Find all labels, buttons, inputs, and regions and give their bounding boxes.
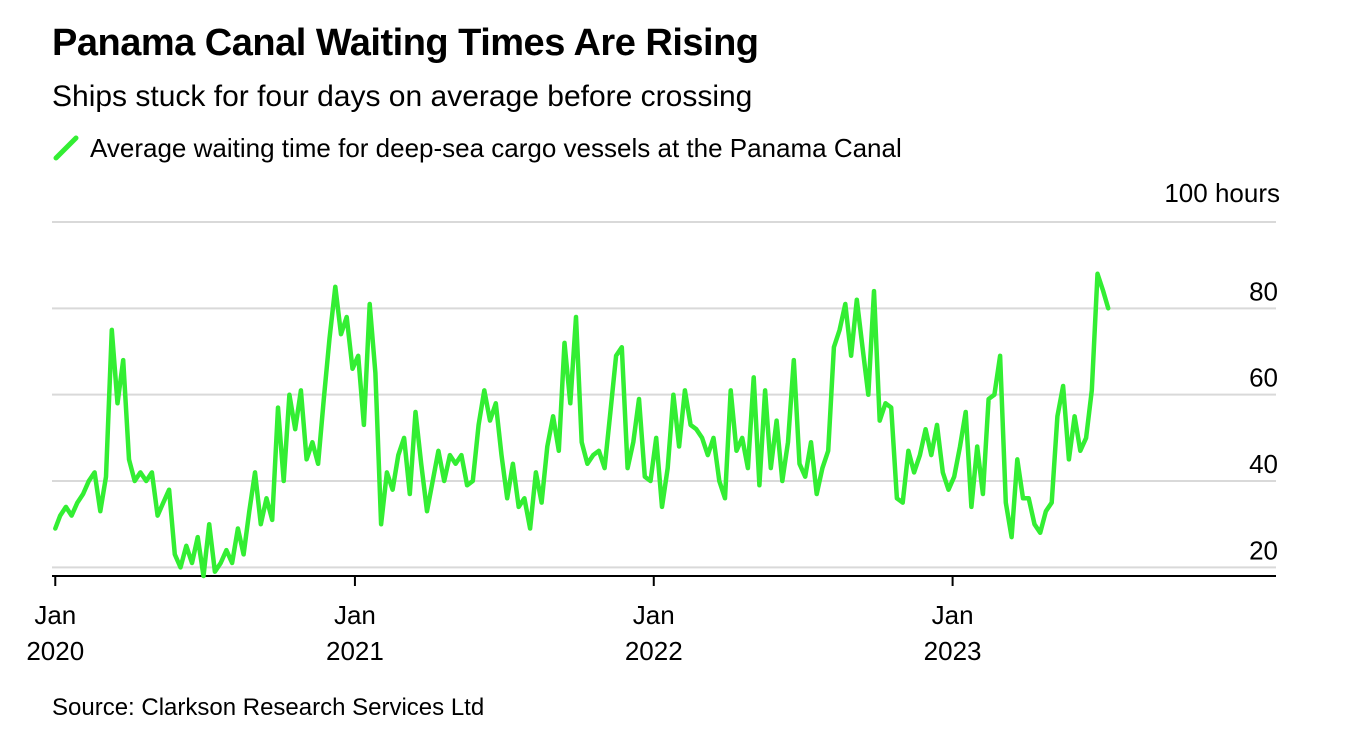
chart-subtitle: Ships stuck for four days on average bef…	[52, 80, 753, 113]
y-axis-tick-labels: 20 40 60 80	[1249, 276, 1278, 565]
legend-label: Average waiting time for deep-sea cargo …	[90, 132, 902, 163]
y-tick-label: 40	[1249, 449, 1278, 479]
y-tick-label: 80	[1249, 276, 1278, 306]
y-tick-label: 60	[1249, 363, 1278, 393]
x-axis: Jan 2020 Jan 2021 Jan 2022 Jan 2023	[26, 575, 1276, 666]
x-tick-label-month: Jan	[334, 600, 376, 630]
diagonal-line-swatch-icon	[53, 135, 79, 161]
y-tick-label: 20	[1249, 535, 1278, 565]
series-line	[53, 271, 1111, 579]
x-tick-label-year: 2023	[924, 636, 982, 666]
x-tick-label-month: Jan	[34, 600, 76, 630]
y-axis-unit-label: 100 hours	[1164, 178, 1280, 208]
source-note: Source: Clarkson Research Services Ltd	[52, 694, 485, 721]
legend: Average waiting time for deep-sea cargo …	[52, 130, 902, 166]
chart-title: Panama Canal Waiting Times Are Rising	[52, 22, 759, 64]
x-tick-label-month: Jan	[932, 600, 974, 630]
series-layer	[53, 271, 1111, 579]
x-tick-label-year: 2021	[326, 636, 384, 666]
x-tick-label-year: 2020	[26, 636, 84, 666]
x-tick-label-year: 2022	[625, 636, 683, 666]
x-tick-label-month: Jan	[633, 600, 675, 630]
